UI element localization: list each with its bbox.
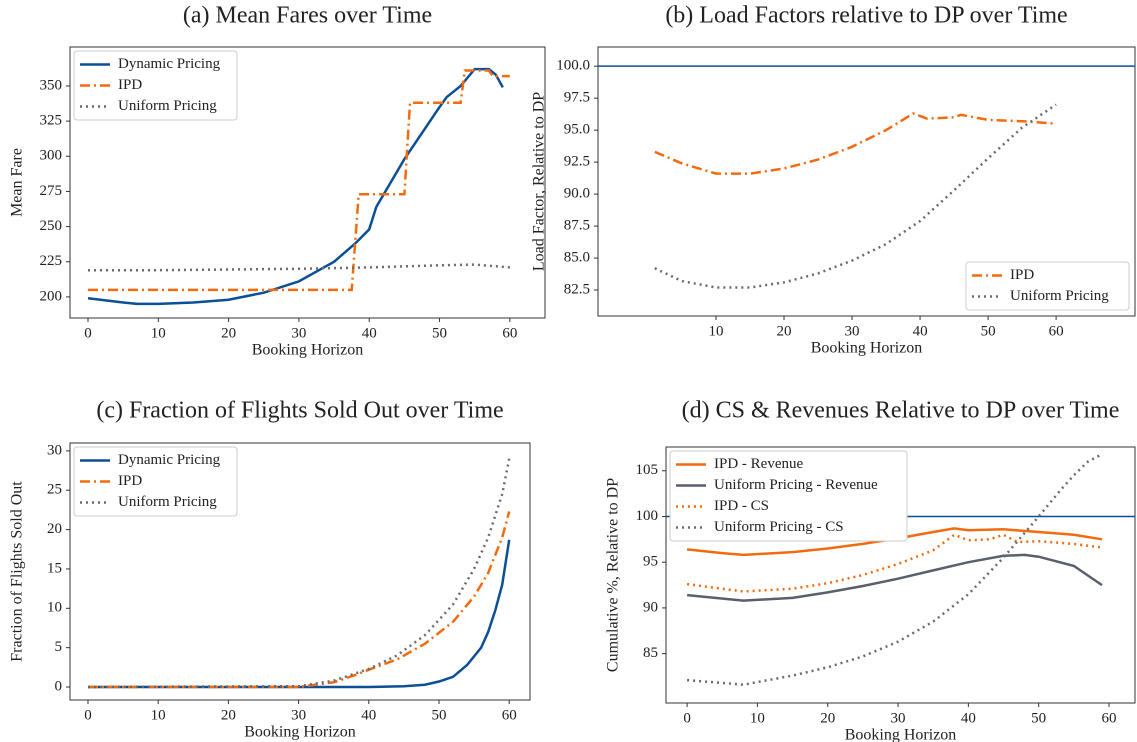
y-tick-label: 105 (636, 462, 659, 478)
y-axis-label: Fraction of Flights Sold Out (9, 481, 26, 662)
y-tick-label: 15 (47, 560, 62, 576)
y-tick-label: 5 (55, 639, 63, 655)
plot-frame (665, 446, 1136, 704)
series-line (686, 533, 1103, 593)
y-tick-label: 200 (40, 288, 63, 304)
legend-label: Dynamic Pricing (118, 56, 221, 72)
x-tick-label: 30 (891, 710, 906, 726)
y-tick-label: 25 (47, 482, 62, 498)
plot-frame (69, 442, 531, 701)
chart-title: (c) Fraction of Flights Sold Out over Ti… (96, 398, 503, 424)
x-tick-label: 40 (961, 710, 976, 726)
x-axis-label: Booking Horizon (244, 724, 356, 741)
chart-title: (d) CS & Revenues Relative to DP over Ti… (682, 398, 1120, 424)
series-line (686, 527, 1103, 557)
legend-label: Uniform Pricing - CS (714, 519, 844, 535)
y-tick-label: 95.0 (564, 122, 590, 138)
x-tick-label: 10 (151, 707, 166, 723)
y-tick-label: 97.5 (564, 90, 590, 106)
x-tick-label: 60 (1101, 710, 1116, 726)
y-tick-label: 82.5 (564, 281, 590, 297)
legend-label: Uniform Pricing - Revenue (714, 477, 878, 493)
y-tick-label: 95 (643, 554, 658, 570)
series-line (88, 263, 510, 272)
legend-label: IPD (118, 473, 142, 489)
y-tick-label: 85.0 (564, 249, 590, 265)
y-tick-label: 250 (40, 218, 63, 234)
x-tick-label: 10 (709, 323, 724, 339)
y-tick-label: 92.5 (564, 154, 590, 170)
x-tick-label: 60 (502, 325, 517, 341)
x-tick-label: 60 (502, 707, 517, 723)
legend-box (73, 50, 238, 121)
x-axis-label: Booking Horizon (811, 340, 923, 357)
y-axis-label: Mean Fare (9, 148, 26, 217)
series-line (87, 67, 504, 306)
y-tick-label: 300 (40, 148, 63, 164)
legend-box (669, 450, 908, 542)
x-tick-label: 40 (362, 325, 377, 341)
chart-title: (b) Load Factors relative to DP over Tim… (665, 3, 1067, 29)
y-tick-label: 225 (40, 253, 63, 269)
y-axis-label: Load Factor, Relative to DP (531, 92, 548, 271)
series-line (88, 69, 510, 292)
y-tick-label: 275 (40, 183, 63, 199)
x-tick-label: 50 (432, 707, 447, 723)
x-tick-label: 50 (1031, 710, 1046, 726)
y-tick-label: 87.5 (564, 218, 590, 234)
legend-label: IPD (1010, 267, 1034, 283)
x-tick-label: 40 (913, 323, 928, 339)
plot-frame (69, 46, 546, 319)
x-tick-label: 50 (981, 323, 996, 339)
series-line (88, 539, 511, 689)
series-line (686, 553, 1103, 602)
legend-label: IPD - CS (714, 498, 769, 514)
y-tick-label: 10 (47, 600, 62, 616)
x-tick-label: 60 (1049, 323, 1064, 339)
y-tick-label: 350 (40, 77, 63, 93)
y-tick-label: 90 (643, 599, 658, 615)
x-tick-label: 10 (151, 325, 166, 341)
x-tick-label: 10 (750, 710, 765, 726)
series-line (87, 458, 511, 689)
y-tick-label: 85 (643, 645, 658, 661)
legend-label: IPD (118, 77, 142, 93)
x-tick-label: 40 (361, 707, 376, 723)
x-tick-label: 20 (221, 707, 236, 723)
legend-label: IPD - Revenue (714, 456, 803, 472)
legend-box (965, 261, 1130, 311)
y-tick-label: 20 (47, 521, 62, 537)
x-tick-label: 50 (432, 325, 447, 341)
series-line (654, 112, 1057, 175)
x-axis-label: Booking Horizon (252, 342, 364, 359)
legend-label: Uniform Pricing (1010, 288, 1109, 304)
legend-label: Dynamic Pricing (118, 452, 221, 468)
y-tick-label: 100 (636, 508, 659, 524)
x-tick-label: 30 (291, 325, 306, 341)
y-tick-label: 0 (55, 678, 63, 694)
x-axis-label: Booking Horizon (845, 727, 957, 742)
y-axis-label: Cumulative %, Relative to DP (605, 478, 622, 672)
x-tick-label: 0 (84, 325, 92, 341)
x-tick-label: 20 (221, 325, 236, 341)
x-tick-label: 30 (291, 707, 306, 723)
y-tick-label: 100.0 (556, 58, 590, 74)
x-tick-label: 0 (683, 710, 691, 726)
x-tick-label: 30 (845, 323, 860, 339)
legend-label: Uniform Pricing (118, 98, 217, 114)
chart-title: (a) Mean Fares over Time (183, 3, 432, 29)
series-line (88, 511, 511, 689)
x-tick-label: 20 (820, 710, 835, 726)
x-tick-label: 20 (777, 323, 792, 339)
y-tick-label: 325 (40, 113, 63, 129)
y-tick-label: 90.0 (564, 186, 590, 202)
legend-label: Uniform Pricing (118, 494, 217, 510)
legend-box (73, 446, 238, 517)
y-tick-label: 30 (47, 442, 62, 458)
series-line (654, 103, 1057, 289)
x-tick-label: 0 (84, 707, 92, 723)
plot-frame (597, 46, 1136, 317)
